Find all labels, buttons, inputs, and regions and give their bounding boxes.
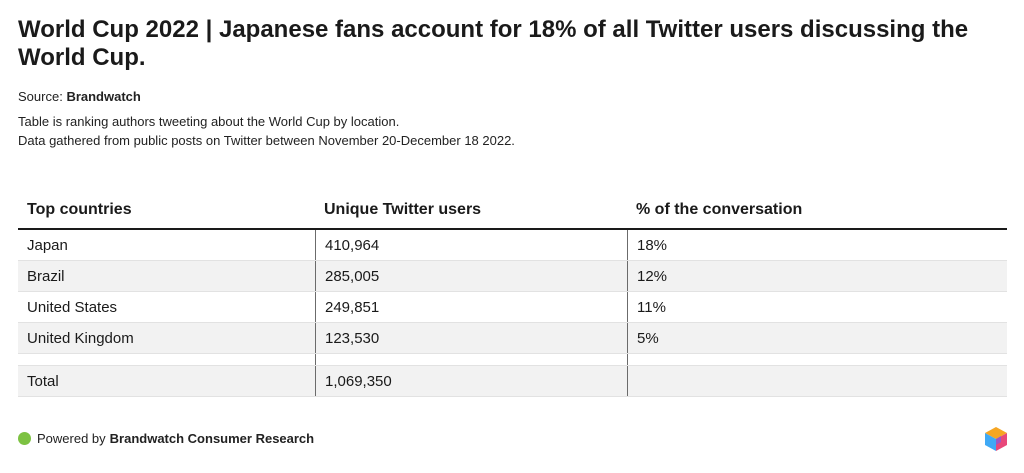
spacer-cell [627, 354, 1007, 365]
table-spacer-row [18, 354, 1007, 366]
cell-users: 410,964 [315, 230, 627, 260]
table-total-row: Total 1,069,350 [18, 366, 1007, 397]
column-header-percent: % of the conversation [636, 201, 803, 218]
cell-country: United States [27, 298, 118, 316]
spacer-cell [18, 354, 315, 365]
description-line-2: Data gathered from public posts on Twitt… [18, 133, 515, 148]
table-row: United Kingdom 123,530 5% [18, 323, 1007, 354]
source-line: Source: Brandwatch [18, 89, 141, 105]
table-row: Brazil 285,005 12% [18, 261, 1007, 292]
cell-users: 285,005 [315, 261, 627, 291]
brandwatch-cube-icon [985, 427, 1007, 451]
brand-name: Brandwatch Consumer Research [109, 431, 315, 446]
footer: Powered by Brandwatch Consumer Research [18, 431, 314, 446]
cell-total-label: Total [27, 372, 59, 390]
cell-country: United Kingdom [27, 329, 134, 347]
cell-users: 249,851 [315, 292, 627, 322]
cell-total-percent [627, 366, 1007, 396]
cell-percent: 5% [627, 323, 1007, 353]
powered-by-label: Powered by [37, 431, 106, 446]
cell-percent: 11% [627, 292, 1007, 322]
table-row: United States 249,851 11% [18, 292, 1007, 323]
cell-total-users: 1,069,350 [315, 366, 627, 396]
cell-percent: 18% [627, 230, 1007, 260]
ranking-table: Top countries Unique Twitter users % of … [18, 192, 1007, 397]
column-header-users: Unique Twitter users [324, 201, 482, 218]
spacer-cell [315, 354, 627, 365]
cell-country: Japan [27, 236, 68, 254]
description-line-1: Table is ranking authors tweeting about … [18, 114, 400, 129]
cell-percent: 12% [627, 261, 1007, 291]
column-header-countries: Top countries [27, 201, 132, 218]
cell-users: 123,530 [315, 323, 627, 353]
source-label: Source: [18, 89, 63, 104]
table-row: Japan 410,964 18% [18, 230, 1007, 261]
cell-country: Brazil [27, 267, 65, 285]
table-header: Top countries Unique Twitter users % of … [18, 192, 1007, 230]
table-body: Japan 410,964 18% Brazil 285,005 12% Uni… [18, 230, 1007, 397]
source-name: Brandwatch [66, 89, 141, 104]
status-dot-icon [18, 432, 31, 445]
description: Table is ranking authors tweeting about … [18, 112, 515, 150]
page-title: World Cup 2022 | Japanese fans account f… [18, 16, 969, 71]
